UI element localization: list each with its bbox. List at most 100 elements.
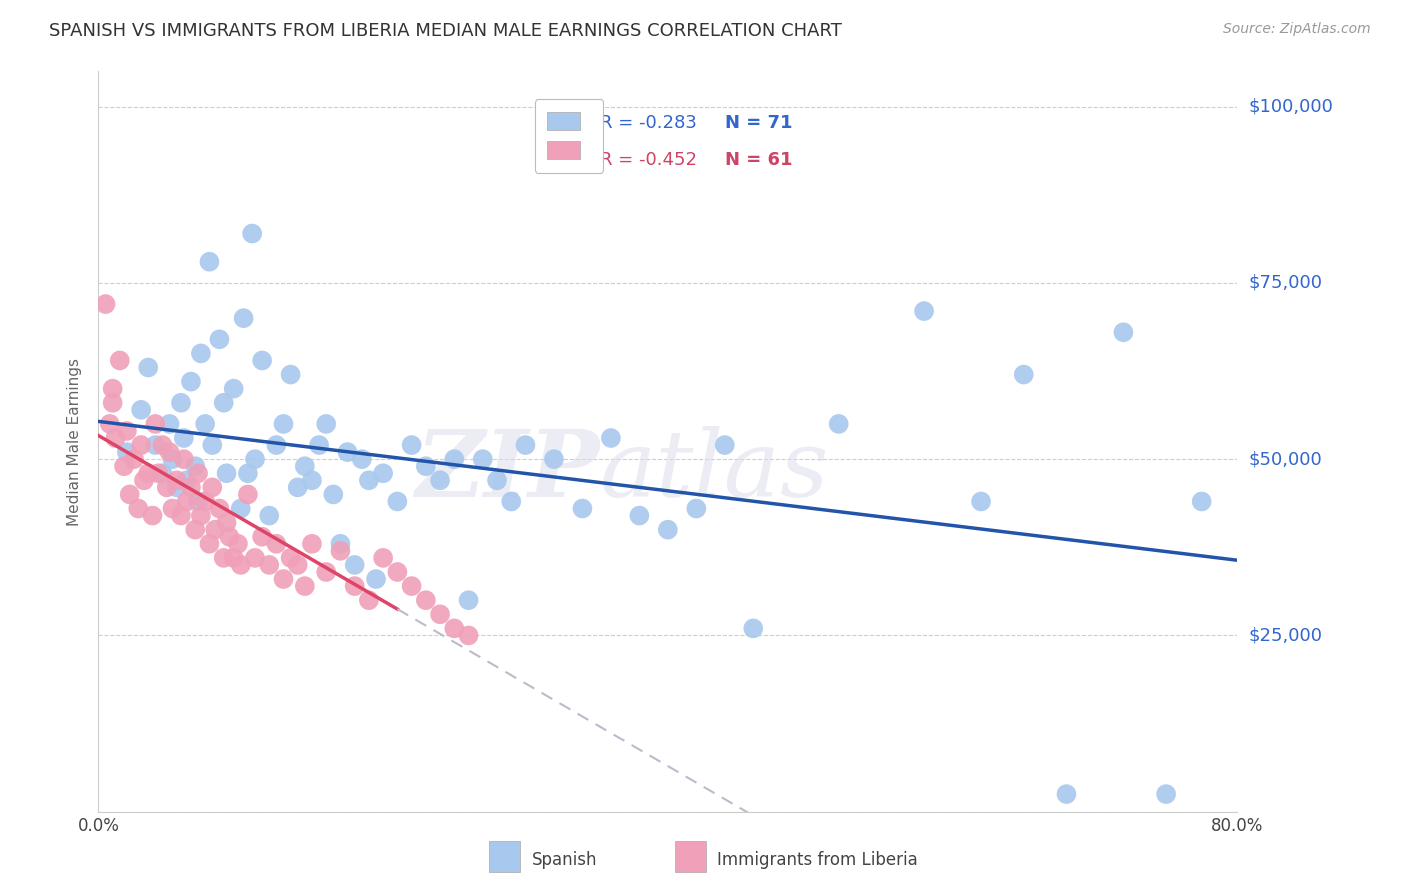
Point [343,558,366,572]
Point [170,396,193,410]
Point [415,593,437,607]
Point [1191,494,1213,508]
Point [387,494,409,508]
Point [273,417,295,431]
Point [429,607,451,622]
Point [543,452,565,467]
Point [350,452,373,467]
Point [166,480,188,494]
Y-axis label: Median Male Earnings: Median Male Earnings [67,358,83,525]
Point [315,565,337,579]
Point [471,452,494,467]
Point [373,467,395,481]
Point [1056,787,1078,801]
Point [118,487,141,501]
Point [336,445,359,459]
Point [215,516,238,530]
Point [129,402,152,417]
Point [828,417,851,431]
Point [212,550,235,565]
Point [1012,368,1035,382]
Point [515,438,537,452]
Point [443,621,465,635]
Text: $75,000: $75,000 [1249,274,1323,292]
Text: N = 61: N = 61 [725,152,793,169]
Point [315,417,337,431]
Point [170,508,193,523]
Point [201,480,224,494]
Point [145,438,167,452]
Point [259,508,281,523]
Point [259,558,281,572]
Point [152,467,174,481]
Point [101,382,124,396]
Point [222,382,245,396]
Point [457,593,479,607]
Point [401,579,423,593]
Point [970,494,993,508]
Point [122,452,145,467]
Point [101,396,124,410]
Point [343,579,366,593]
Legend: , : , [534,99,603,173]
Point [301,537,323,551]
Point [184,523,207,537]
Point [215,467,238,481]
Point [742,621,765,635]
Point [98,417,121,431]
Point [486,473,509,487]
Point [180,375,202,389]
Text: atlas: atlas [599,426,830,516]
Text: R = -0.283: R = -0.283 [599,114,696,132]
Text: $25,000: $25,000 [1249,626,1323,644]
Point [141,508,163,523]
Point [628,508,651,523]
Point [243,452,266,467]
Point [401,438,423,452]
Point [1154,787,1177,801]
Text: Source: ZipAtlas.com: Source: ZipAtlas.com [1223,22,1371,37]
Point [912,304,935,318]
Text: N = 71: N = 71 [725,114,793,132]
Point [127,501,149,516]
Point [112,459,135,474]
Point [657,523,679,537]
Point [162,501,184,516]
Point [198,254,221,268]
Point [243,550,266,565]
Point [222,550,245,565]
Point [329,544,352,558]
Point [387,565,409,579]
Point [148,467,170,481]
Text: Immigrants from Liberia: Immigrants from Liberia [717,851,918,869]
Point [212,396,235,410]
Point [429,473,451,487]
Point [159,417,181,431]
Point [176,494,198,508]
Text: Spanish: Spanish [531,851,598,869]
Point [714,438,737,452]
Point [1112,325,1135,339]
Text: $100,000: $100,000 [1249,97,1333,116]
Point [250,530,273,544]
Point [294,459,316,474]
Point [294,579,316,593]
Point [176,473,198,487]
Point [287,558,309,572]
Point [685,501,707,516]
Point [132,473,155,487]
Point [287,480,309,494]
Text: $50,000: $50,000 [1249,450,1322,468]
Point [156,480,179,494]
Point [173,431,195,445]
Point [145,417,167,431]
Point [357,593,380,607]
Point [94,297,117,311]
Point [229,558,252,572]
Point [190,346,212,360]
Point [136,360,159,375]
Point [250,353,273,368]
Point [266,537,288,551]
Point [152,438,174,452]
Point [501,494,523,508]
